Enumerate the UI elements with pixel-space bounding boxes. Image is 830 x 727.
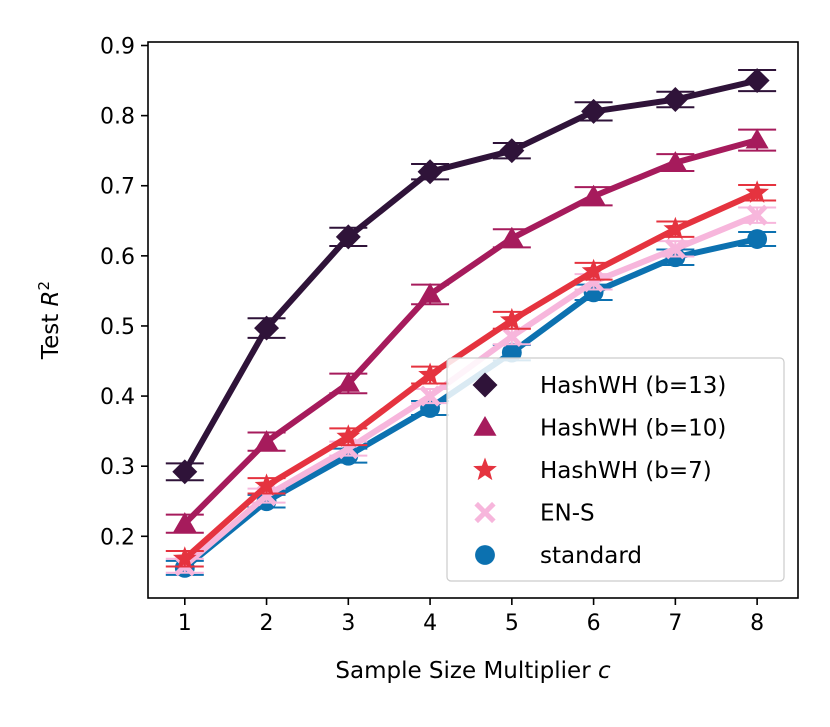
x-tick-label: 2 <box>260 611 274 636</box>
data-point-hashwh-b-13 <box>417 159 443 185</box>
legend-label-standard: standard <box>540 543 642 569</box>
x-tick-label: 8 <box>750 611 764 636</box>
plot-frame <box>147 41 799 599</box>
series-hashwh-b-13 <box>165 68 777 485</box>
legend-marker-en-s-stroke <box>474 501 496 524</box>
data-point-hashwh-b-10 <box>582 184 606 205</box>
y-tick-label: 0.7 <box>100 175 135 200</box>
data-point-hashwh-b-10 <box>745 128 769 149</box>
legend-label-hashwh-b-10: HashWH (b=10) <box>540 416 726 442</box>
data-point-hashwh-b-7 <box>663 216 688 240</box>
data-point-hashwh-b-13 <box>335 224 361 250</box>
y-tick-label: 0.8 <box>100 105 135 130</box>
legend-marker-standard <box>475 545 495 565</box>
data-point-hashwh-b-7 <box>745 180 769 203</box>
x-tick-label: 3 <box>341 611 355 636</box>
data-point-hashwh-b-13 <box>172 459 198 485</box>
data-point-en-s-stroke <box>746 204 768 226</box>
data-point-hashwh-b-7 <box>172 546 197 569</box>
data-point-hashwh-b-7 <box>336 424 361 447</box>
y-axis-label: Test R2 <box>35 281 64 360</box>
legend-marker-hashwh-b-7 <box>473 457 497 481</box>
data-point-en-s <box>501 325 523 348</box>
data-point-hashwh-b-13 <box>499 138 525 164</box>
x-tick-label: 1 <box>178 611 192 636</box>
y-tick-label: 0.3 <box>100 455 135 480</box>
legend: HashWH (b=13) HashWH (b=10) HashWH (b=7) EN… <box>446 357 785 582</box>
y-tick-label: 0.5 <box>100 315 135 340</box>
y-tick-label: 0.4 <box>100 385 135 410</box>
y-tick-label: 0.9 <box>100 35 135 60</box>
x-axis-label: Sample Size Multiplier c <box>335 658 611 684</box>
legend-marker-hashwh-b-10 <box>473 415 497 436</box>
legend-label-en-s: EN-S <box>540 501 595 527</box>
data-point-standard <box>747 229 768 249</box>
data-point-en-s <box>664 238 686 260</box>
legend-label-hashwh-b-13: HashWH (b=13) <box>540 373 726 399</box>
y-tick-label: 0.2 <box>100 525 135 550</box>
data-point-hashwh-b-7 <box>499 307 524 331</box>
legend-entry-hashwh-b-7: HashWH (b=7) <box>473 457 712 484</box>
x-tick-label: 4 <box>423 611 437 636</box>
legend-entry-en-s: EN-S <box>474 501 595 527</box>
data-point-en-s <box>419 385 441 407</box>
legend-entry-hashwh-b-10: HashWH (b=10) <box>473 416 726 442</box>
legend-marker-hashwh-b-13 <box>472 372 498 398</box>
data-point-hashwh-b-10 <box>173 512 197 532</box>
series-hashwh-b-10 <box>165 128 777 534</box>
data-point-hashwh-b-10 <box>500 226 524 247</box>
data-point-en-s-stroke <box>255 485 278 507</box>
legend-entry-standard: standard <box>475 543 642 569</box>
legend-label-hashwh-b-7: HashWH (b=7) <box>540 458 712 484</box>
series-hashwh-b-7 <box>165 180 777 569</box>
y-axis: 0.2 0.3 0.4 0.5 0.6 0.7 0.8 0.9 <box>100 35 148 550</box>
data-point-hashwh-b-10 <box>336 371 360 392</box>
series-line-hashwh-b-13 <box>182 77 758 474</box>
data-point-en-s-stroke <box>583 271 605 293</box>
data-point-en-s-stroke <box>419 385 441 407</box>
x-tick-label: 7 <box>668 611 682 636</box>
data-point-hashwh-b-7 <box>418 362 442 386</box>
x-tick-label: 6 <box>587 611 601 636</box>
x-tick-label: 5 <box>505 611 519 636</box>
data-point-hashwh-b-7 <box>254 473 279 496</box>
y-tick-label: 0.6 <box>100 245 135 270</box>
data-point-hashwh-b-7 <box>581 258 606 282</box>
data-point-en-s-stroke <box>664 238 686 260</box>
data-point-hashwh-b-13 <box>744 68 770 94</box>
data-point-hashwh-b-13 <box>581 98 607 124</box>
legend-frame <box>446 357 785 582</box>
data-point-hashwh-b-13 <box>662 87 688 112</box>
data-point-en-s-stroke <box>501 325 523 348</box>
data-point-hashwh-b-10 <box>418 282 442 303</box>
x-axis: 1 2 3 4 5 6 7 8 <box>178 598 764 636</box>
data-point-hashwh-b-10 <box>663 151 687 171</box>
data-point-hashwh-b-10 <box>255 430 279 450</box>
data-point-en-s <box>746 204 768 226</box>
legend-entry-hashwh-b-13: HashWH (b=13) <box>472 372 726 399</box>
data-point-hashwh-b-13 <box>254 315 280 341</box>
legend-marker-en-s <box>474 501 496 524</box>
